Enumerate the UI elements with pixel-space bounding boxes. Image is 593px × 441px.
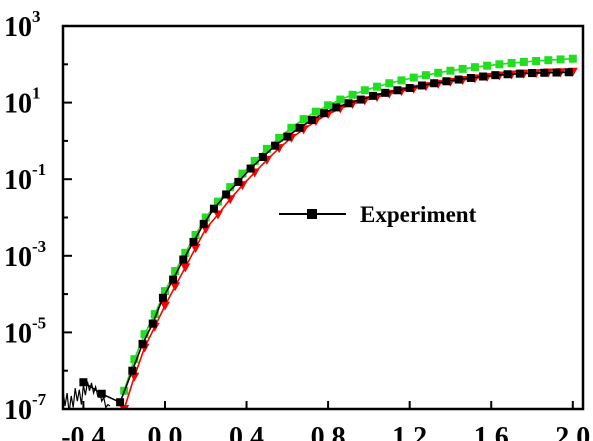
series-2-point <box>508 59 516 67</box>
series-0-point <box>455 76 463 84</box>
series-2-point <box>410 74 418 82</box>
series-0-point <box>479 73 487 81</box>
series-2-point <box>312 108 320 116</box>
series-0-point <box>381 89 389 97</box>
series-0-point <box>308 116 316 124</box>
series-0-point <box>393 86 401 94</box>
x-tick-labels: -0.4 0.0 0.4 0.8 1.2 1.6 2.0 <box>61 422 590 441</box>
series-0-point <box>234 178 242 186</box>
series-2-point <box>557 55 565 63</box>
series-0-point <box>159 294 167 302</box>
series-0-point <box>179 256 187 264</box>
series-0-point <box>540 69 548 77</box>
series-0-point <box>418 81 426 89</box>
series-2-point <box>544 56 552 64</box>
series-0-point <box>516 70 524 78</box>
y-tick-labels: 10-7 10-5 10-3 10-1 101 103 <box>4 7 47 426</box>
series-2-point <box>398 76 406 84</box>
x-tick-label: 2.0 <box>555 422 590 441</box>
series-0-point <box>296 124 304 132</box>
series-0-point <box>128 367 136 375</box>
series-0-point <box>190 238 198 246</box>
series-0-point <box>406 84 414 92</box>
x-tick-label: 1.6 <box>474 422 509 441</box>
series-0-point <box>369 92 377 100</box>
series-0-point <box>442 77 450 85</box>
series-2-point <box>434 69 442 77</box>
x-tick-label: 0.4 <box>229 422 264 441</box>
legend-marker-experiment <box>307 209 317 219</box>
series-0-point <box>169 276 177 284</box>
series-2-point <box>483 62 491 70</box>
series-0-point <box>259 153 267 161</box>
series-2-point <box>495 60 503 68</box>
series-0-point <box>332 103 340 111</box>
series-2-point <box>324 101 332 109</box>
series-0-point <box>271 142 279 150</box>
y-tick-label: 10-7 <box>4 390 47 426</box>
series-0-point <box>565 68 573 76</box>
series-2-point <box>532 57 540 65</box>
series-2-point <box>287 124 295 132</box>
series-0-point <box>98 390 106 398</box>
plot-area-background <box>63 26 583 409</box>
series-2-point <box>471 63 479 71</box>
x-tick-label: -0.4 <box>61 422 105 441</box>
series-2-point <box>446 67 454 75</box>
series-0-point <box>139 340 147 348</box>
series-2-point <box>422 71 430 79</box>
series-2-point <box>361 86 369 94</box>
series-2-point <box>385 79 393 87</box>
series-0-point <box>149 320 157 328</box>
series-0-point <box>430 79 438 87</box>
series-0-point <box>200 220 208 228</box>
series-0-point <box>357 96 365 104</box>
series-2-point <box>520 58 528 66</box>
series-0-point <box>528 69 536 77</box>
series-0-point <box>504 70 512 78</box>
x-tick-label: 0.8 <box>311 422 346 441</box>
series-2-point <box>569 55 577 63</box>
series-0-point <box>344 99 352 107</box>
y-tick-label: 10-3 <box>4 237 46 273</box>
y-tick-label: 10-5 <box>4 313 46 349</box>
y-tick-label: 103 <box>4 7 41 43</box>
series-0-point <box>210 205 218 213</box>
series-0-point <box>222 190 230 198</box>
series-2-point <box>336 96 344 104</box>
x-tick-label: 0.0 <box>147 422 182 441</box>
series-0-point <box>247 165 255 173</box>
series-0-point <box>552 69 560 77</box>
series-0-point <box>116 398 124 406</box>
y-tick-label: 101 <box>4 84 41 120</box>
y-tick-label: 10-1 <box>4 160 46 196</box>
legend-label-experiment: Experiment <box>360 202 477 227</box>
series-2-point <box>300 115 308 123</box>
series-2-point <box>459 65 467 73</box>
series-2-point <box>349 91 357 99</box>
series-0-point <box>283 133 291 141</box>
series-2-point <box>373 83 381 91</box>
series-0-point <box>467 74 475 82</box>
series-0-point <box>491 71 499 79</box>
series-0-point <box>79 378 87 386</box>
series-0-point <box>320 109 328 117</box>
x-tick-label: 1.2 <box>392 422 427 441</box>
